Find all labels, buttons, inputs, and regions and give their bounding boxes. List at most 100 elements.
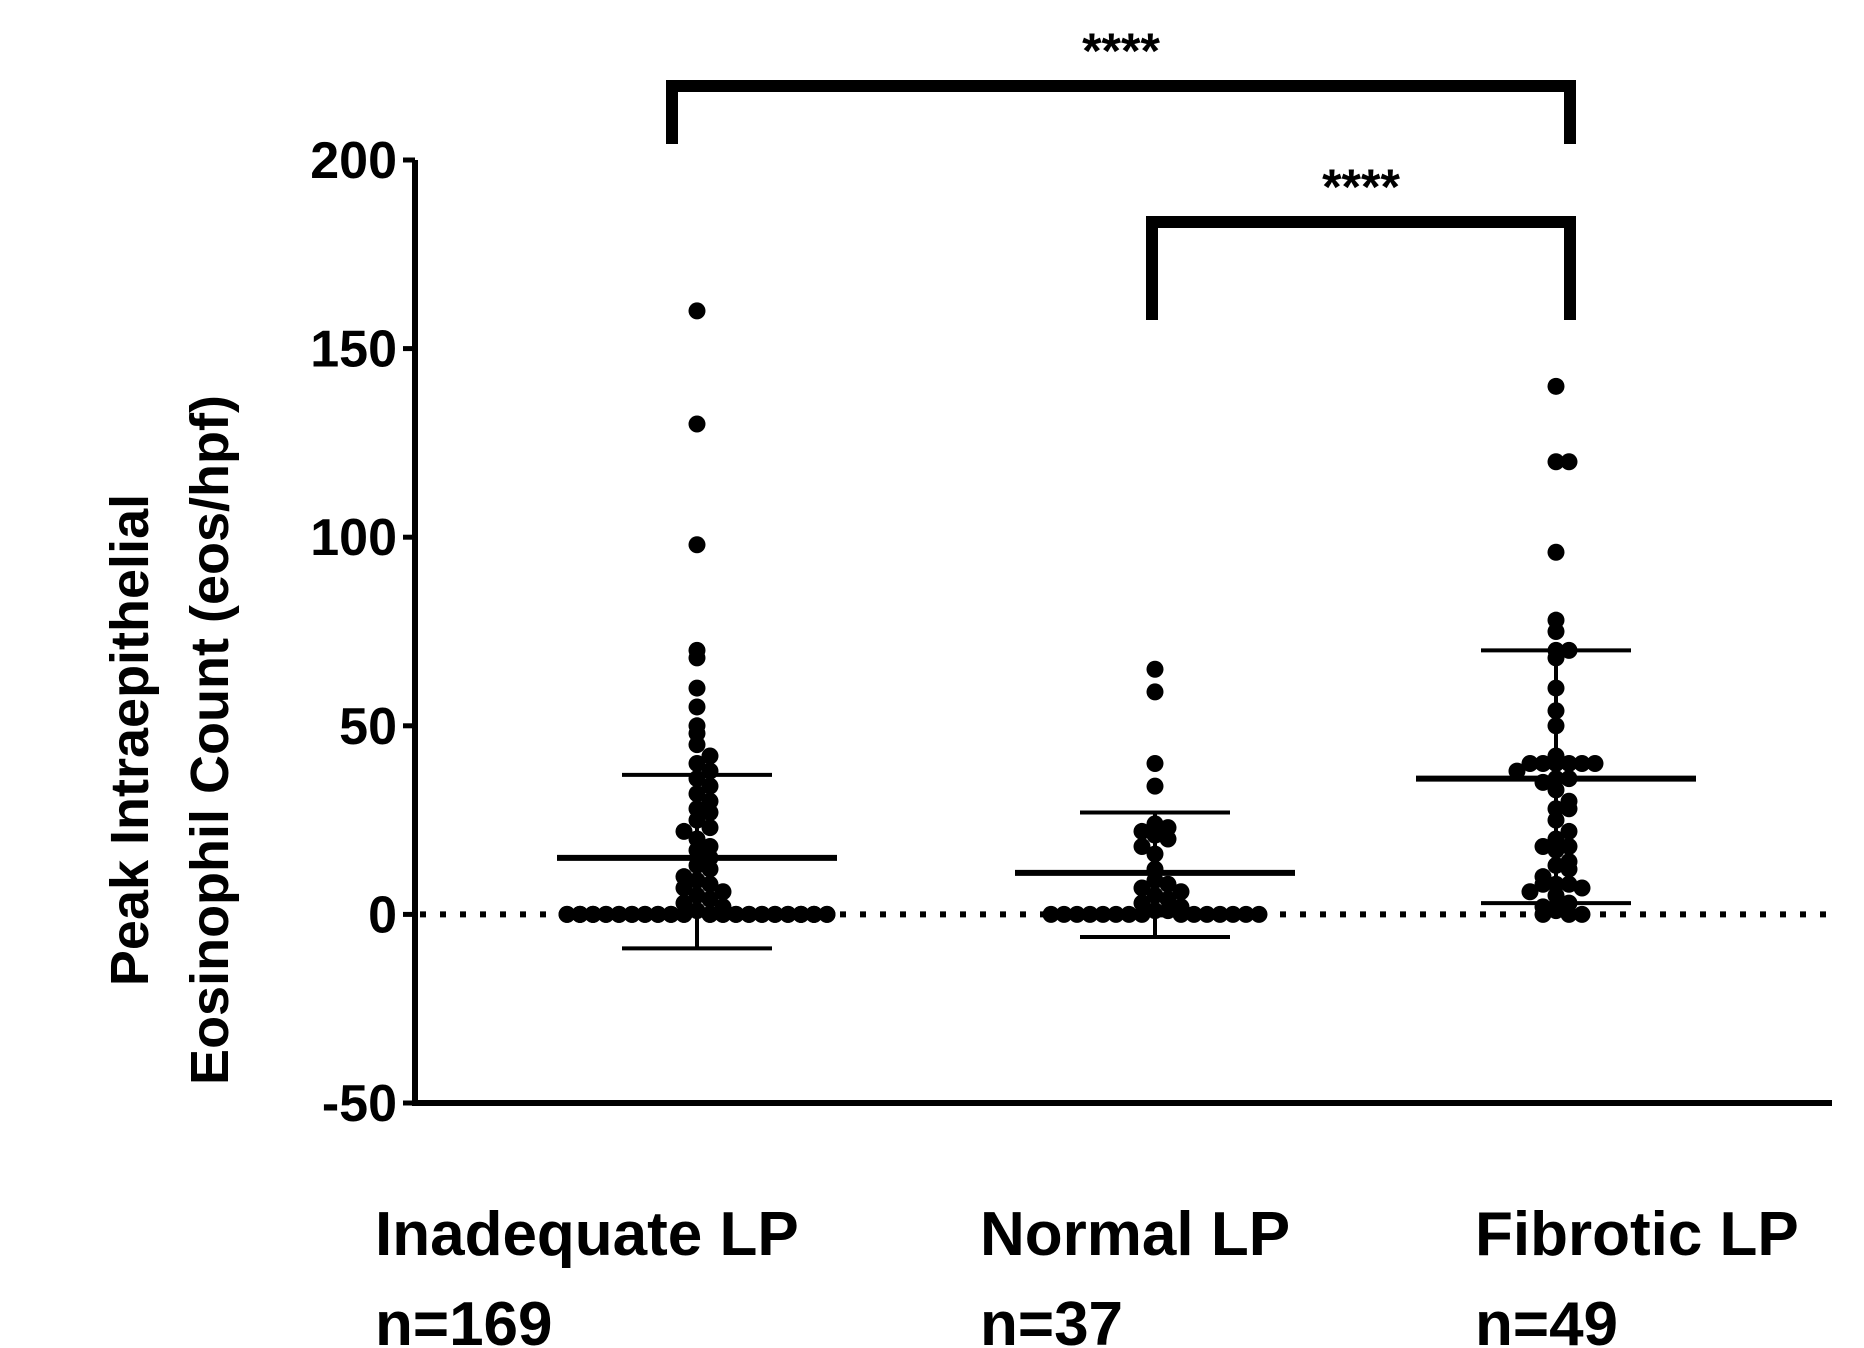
data-point xyxy=(805,905,823,923)
significance-bracket xyxy=(666,80,1576,144)
data-point xyxy=(714,883,732,901)
data-point xyxy=(740,905,758,923)
data-point xyxy=(1547,377,1565,395)
data-point xyxy=(1534,875,1552,893)
data-point xyxy=(636,905,654,923)
data-point xyxy=(1534,905,1552,923)
data-point xyxy=(701,905,719,923)
y-axis-label-line-2: Eosinophil Count (eos/hpf) xyxy=(180,395,240,1085)
data-point xyxy=(1198,905,1216,923)
data-point xyxy=(792,905,810,923)
data-point xyxy=(1094,905,1112,923)
data-point xyxy=(1159,875,1177,893)
plot-area: 200 150 100 50 0 -50 Inadequate LP n=169 Normal … xyxy=(310,23,1832,1348)
x-category-label: Normal LP xyxy=(980,1200,1290,1269)
data-point xyxy=(688,536,706,554)
data-point xyxy=(1159,902,1177,920)
data-point xyxy=(1560,905,1578,923)
data-point xyxy=(1560,800,1578,818)
data-point xyxy=(1146,660,1164,678)
data-point xyxy=(701,860,719,878)
data-point xyxy=(1224,905,1242,923)
data-point xyxy=(1547,543,1565,561)
significance-label: **** xyxy=(1082,23,1160,79)
data-point xyxy=(1211,905,1229,923)
y-tick-label: 200 xyxy=(310,132,397,190)
data-point xyxy=(701,804,719,822)
data-point xyxy=(1133,838,1151,856)
data-point xyxy=(1146,683,1164,701)
data-point xyxy=(675,905,693,923)
significance-label: **** xyxy=(1322,159,1400,215)
data-point xyxy=(1133,879,1151,897)
data-point xyxy=(1042,905,1060,923)
data-point xyxy=(610,905,628,923)
data-point xyxy=(1534,755,1552,773)
data-point xyxy=(701,890,719,908)
data-point xyxy=(1560,838,1578,856)
data-point xyxy=(584,905,602,923)
data-point xyxy=(1547,623,1565,640)
data-point xyxy=(701,819,719,837)
data-point xyxy=(701,875,719,893)
data-point xyxy=(623,905,641,923)
x-category-label: Inadequate LP xyxy=(375,1200,799,1269)
data-point xyxy=(1146,777,1164,795)
sample-size-label: n=169 xyxy=(375,1290,553,1348)
data-point xyxy=(1237,905,1255,923)
y-tick-label: 50 xyxy=(339,698,397,756)
data-point xyxy=(597,905,615,923)
y-tick-label: 100 xyxy=(310,509,397,567)
data-point xyxy=(714,905,732,923)
data-point xyxy=(688,755,706,773)
significance-bracket xyxy=(1146,216,1576,320)
data-point xyxy=(688,649,706,667)
y-tick-label: 0 xyxy=(368,886,397,944)
data-point xyxy=(688,736,706,754)
data-point xyxy=(1146,755,1164,773)
data-point xyxy=(1107,905,1125,923)
data-point xyxy=(675,822,693,840)
data-point xyxy=(649,905,667,923)
data-point xyxy=(688,698,706,716)
sample-size-label: n=37 xyxy=(980,1290,1123,1348)
y-tick-label: 150 xyxy=(310,321,397,379)
data-point xyxy=(766,905,784,923)
data-point xyxy=(1560,453,1578,471)
data-point xyxy=(1573,755,1591,773)
data-point xyxy=(701,747,719,765)
data-point xyxy=(688,415,706,433)
data-point xyxy=(1172,883,1190,901)
data-point xyxy=(701,777,719,795)
data-point xyxy=(1560,860,1578,878)
data-point xyxy=(1560,755,1578,773)
data-point xyxy=(1159,830,1177,848)
data-point xyxy=(558,905,576,923)
data-point xyxy=(1250,905,1268,923)
data-point xyxy=(727,905,745,923)
data-point xyxy=(1573,905,1591,923)
y-tick-label: -50 xyxy=(322,1075,397,1133)
data-point xyxy=(1534,838,1552,856)
data-point xyxy=(571,905,589,923)
data-point xyxy=(662,905,680,923)
data-point xyxy=(1547,902,1565,920)
data-point xyxy=(1586,755,1604,773)
data-point xyxy=(1547,453,1565,471)
data-point xyxy=(753,905,771,923)
data-point xyxy=(1055,905,1073,923)
y-axis-label-line-1: Peak Intraepithelial xyxy=(100,494,160,986)
data-point xyxy=(1133,822,1151,840)
data-point xyxy=(818,905,836,923)
data-point xyxy=(1133,905,1151,923)
data-point xyxy=(1081,905,1099,923)
x-category-label: Fibrotic LP xyxy=(1475,1200,1799,1269)
data-point xyxy=(688,679,706,697)
data-point xyxy=(1172,905,1190,923)
data-point xyxy=(1185,905,1203,923)
data-point xyxy=(675,879,693,897)
data-point xyxy=(1560,875,1578,893)
data-point xyxy=(1508,762,1526,780)
data-point xyxy=(1560,822,1578,840)
